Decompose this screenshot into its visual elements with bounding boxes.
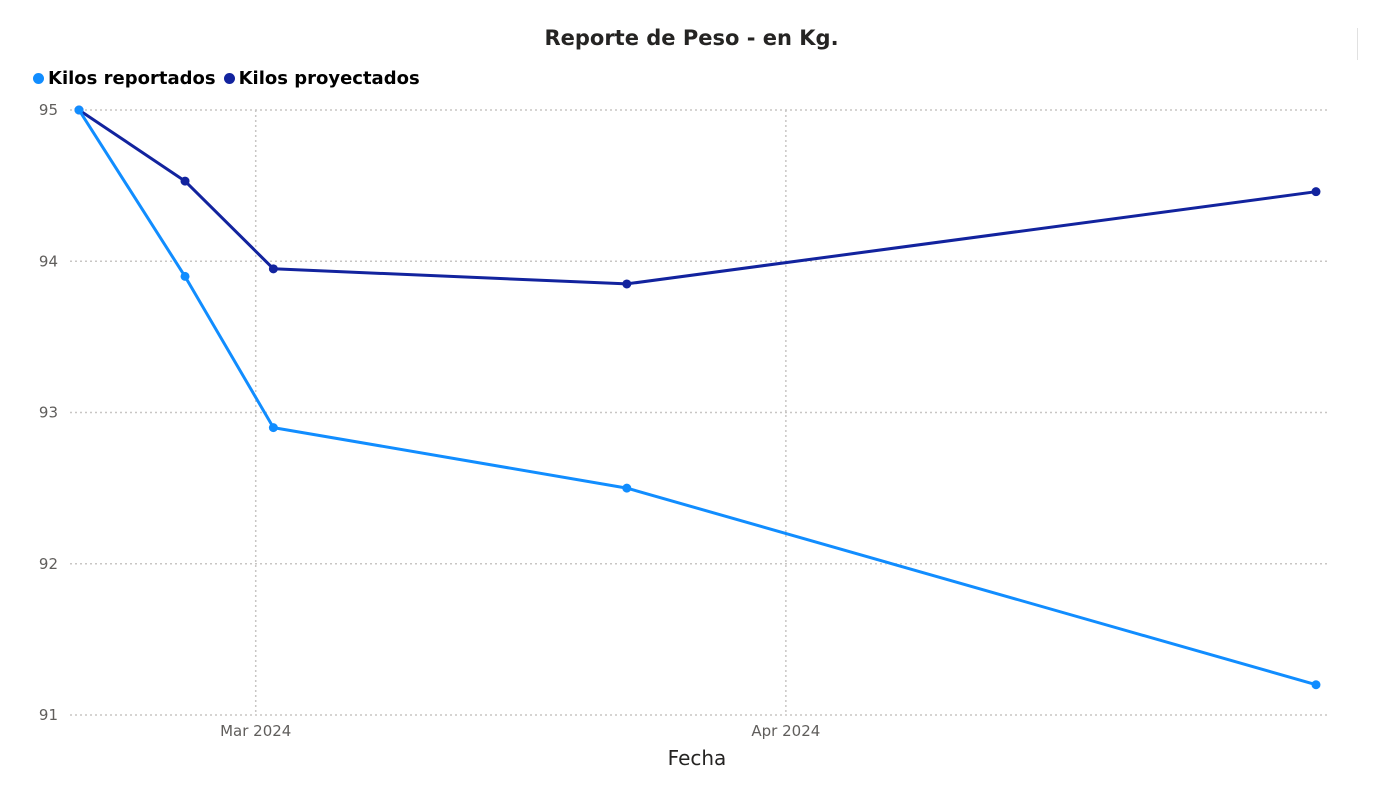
data-point-kilos-reportados[interactable] — [1311, 680, 1321, 690]
x-axis-title: Fecha — [668, 746, 727, 770]
y-tick-label: 95 — [39, 101, 58, 119]
legend-item-proyectados[interactable]: Kilos proyectados — [223, 68, 420, 89]
y-tick-label: 94 — [39, 252, 58, 270]
legend: Kilos reportados Kilos proyectados — [33, 68, 420, 89]
y-axis: 91 92 93 94 95 — [39, 101, 58, 724]
y-tick-label: 91 — [39, 706, 58, 724]
legend-marker-reportados — [33, 73, 44, 84]
legend-marker-proyectados — [223, 73, 235, 84]
y-tick-label: 93 — [39, 404, 58, 422]
data-point-kilos-proyectados[interactable] — [622, 279, 632, 289]
legend-label-reportados: Kilos reportados — [48, 68, 216, 89]
legend-label-proyectados: Kilos proyectados — [238, 68, 420, 89]
x-tick-label: Apr 2024 — [751, 722, 820, 740]
data-point-kilos-reportados[interactable] — [622, 483, 632, 493]
series-line-kilos-proyectados — [77, 108, 1318, 286]
series — [74, 105, 1321, 690]
x-axis: Mar 2024 Apr 2024 — [220, 722, 820, 740]
x-tick-label: Mar 2024 — [220, 722, 291, 740]
data-point-kilos-reportados[interactable] — [268, 423, 278, 433]
y-tick-label: 92 — [39, 555, 58, 573]
data-point-kilos-proyectados[interactable] — [1311, 187, 1321, 197]
legend-item-reportados[interactable]: Kilos reportados — [33, 68, 216, 89]
data-point-kilos-reportados[interactable] — [74, 105, 84, 115]
data-point-kilos-proyectados[interactable] — [180, 176, 190, 186]
data-point-kilos-reportados[interactable] — [180, 271, 190, 281]
chart-title: Reporte de Peso - en Kg. — [544, 26, 839, 50]
visual-border — [1357, 28, 1358, 60]
data-point-kilos-proyectados[interactable] — [268, 264, 278, 274]
gridlines — [70, 109, 1328, 716]
series-line-kilos-reportados — [77, 108, 1318, 687]
